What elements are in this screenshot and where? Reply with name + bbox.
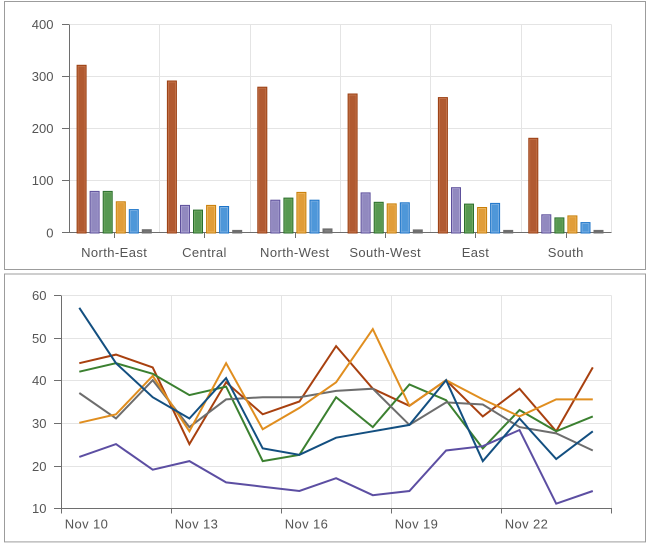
svg-text:50: 50 (32, 331, 46, 346)
svg-text:0: 0 (46, 225, 53, 240)
svg-text:10: 10 (32, 501, 46, 516)
svg-text:North-West: North-West (260, 245, 330, 260)
svg-text:South-West: South-West (349, 245, 421, 260)
svg-text:300: 300 (32, 69, 54, 84)
svg-text:20: 20 (32, 459, 46, 474)
svg-text:60: 60 (32, 288, 46, 303)
svg-text:Central: Central (182, 245, 227, 260)
svg-text:400: 400 (32, 17, 54, 32)
svg-text:South: South (548, 245, 584, 260)
svg-text:Nov 13: Nov 13 (175, 517, 219, 532)
svg-text:40: 40 (32, 373, 46, 388)
svg-text:North-East: North-East (81, 245, 147, 260)
svg-text:East: East (462, 245, 490, 260)
svg-text:30: 30 (32, 416, 46, 431)
svg-text:Nov 10: Nov 10 (65, 517, 109, 532)
svg-text:Nov 16: Nov 16 (285, 517, 329, 532)
svg-text:Nov 22: Nov 22 (505, 517, 549, 532)
svg-text:100: 100 (32, 173, 54, 188)
svg-text:Nov 19: Nov 19 (395, 517, 439, 532)
svg-text:200: 200 (32, 121, 54, 136)
